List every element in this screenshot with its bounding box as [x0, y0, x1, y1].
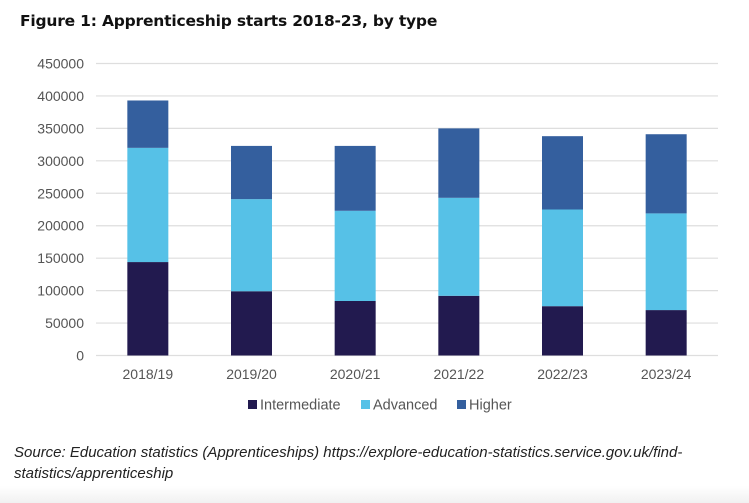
- x-axis-tick-labels: 2018/19 2019/20 2020/21 2021/22 2022/23 2023/…: [123, 366, 692, 382]
- legend: Intermediate Advanced Higher: [248, 398, 512, 414]
- stacked-bar-chart: 0 50000 100000 150000 200000 250000 300000 3500…: [37, 56, 718, 414]
- bar-higher-2022-23: [542, 136, 583, 210]
- bar-intermediate-2018-19: [127, 262, 169, 356]
- gridlines: [96, 62, 718, 357]
- bar-intermediate-2022-23: [542, 306, 583, 356]
- y-tick-label: 50000: [45, 315, 84, 331]
- y-tick-label: 450000: [37, 56, 84, 72]
- bar-advanced-2021-22: [438, 197, 480, 296]
- legend-swatch-higher: [457, 400, 466, 409]
- x-tick-label: 2023/24: [641, 366, 692, 382]
- bar-higher-2021-22: [438, 128, 480, 198]
- y-tick-label: 300000: [37, 153, 84, 169]
- y-tick-label: 0: [76, 348, 84, 364]
- bar-advanced-2023-24: [645, 213, 687, 311]
- bar-advanced-2022-23: [542, 209, 583, 307]
- y-tick-label: 350000: [37, 120, 84, 136]
- bar-advanced-2018-19: [127, 147, 169, 263]
- bar-intermediate-2023-24: [645, 310, 687, 356]
- bar-intermediate-2021-22: [438, 295, 480, 356]
- bar-higher-2023-24: [645, 134, 687, 214]
- bar-higher-2019-20: [231, 145, 272, 200]
- y-tick-label: 100000: [37, 283, 84, 299]
- x-tick-label: 2020/21: [330, 366, 381, 382]
- y-tick-label: 150000: [37, 250, 84, 266]
- bar-higher-2020-21: [334, 145, 376, 211]
- legend-swatch-advanced: [361, 400, 370, 409]
- y-tick-label: 250000: [37, 185, 84, 201]
- legend-label-advanced: Advanced: [373, 398, 438, 414]
- source-note: Source: Education statistics (Apprentice…: [14, 444, 683, 482]
- x-tick-label: 2022/23: [537, 366, 588, 382]
- y-axis-tick-labels: 0 50000 100000 150000 200000 250000 300000 3500…: [37, 56, 84, 364]
- legend-swatch-intermediate: [248, 400, 257, 409]
- y-tick-label: 400000: [37, 88, 84, 104]
- bar-advanced-2019-20: [231, 199, 272, 292]
- x-tick-label: 2021/22: [434, 366, 485, 382]
- x-tick-label: 2019/20: [226, 366, 277, 382]
- legend-label-higher: Higher: [469, 398, 512, 414]
- chart-title: Figure 1: Apprenticeship starts 2018-23,…: [20, 12, 438, 30]
- bar-intermediate-2020-21: [334, 300, 376, 356]
- x-tick-label: 2018/19: [123, 366, 174, 382]
- footer-band: [0, 486, 749, 503]
- bar-intermediate-2019-20: [231, 291, 272, 356]
- bar-advanced-2020-21: [334, 210, 376, 301]
- bars: [127, 100, 687, 356]
- y-tick-label: 200000: [37, 218, 84, 234]
- legend-label-intermediate: Intermediate: [260, 398, 341, 414]
- bar-higher-2018-19: [127, 100, 169, 148]
